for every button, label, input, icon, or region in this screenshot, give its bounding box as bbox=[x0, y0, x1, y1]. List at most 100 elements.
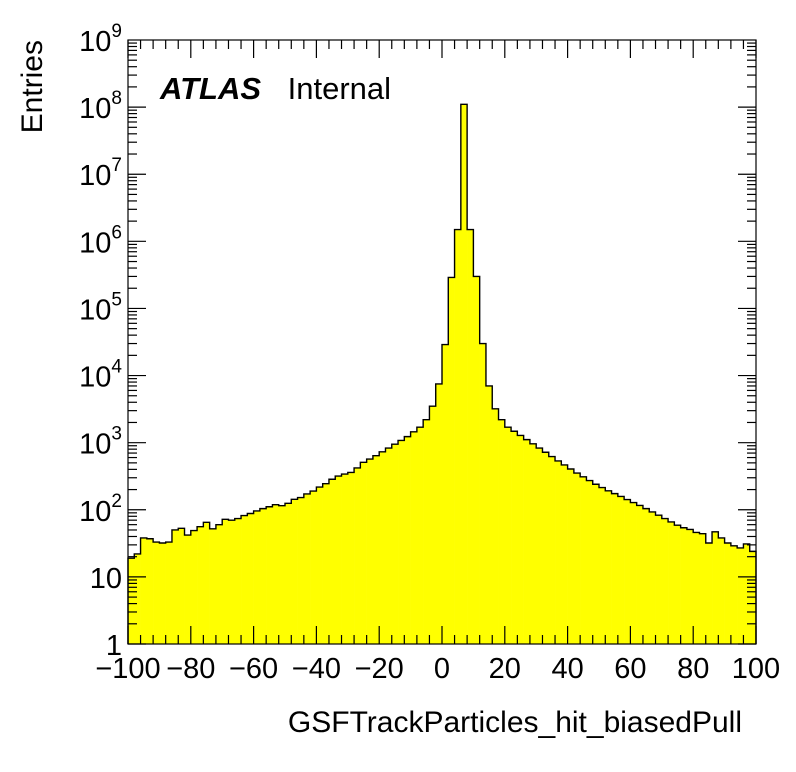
histogram-bin bbox=[536, 448, 543, 644]
histogram-bin bbox=[209, 528, 217, 644]
atlas-bold-text: ATLAS bbox=[159, 71, 261, 106]
y-tick-label: 105 bbox=[79, 289, 122, 326]
histogram-bin bbox=[655, 515, 663, 644]
histogram-bin bbox=[398, 440, 405, 644]
histogram-bin bbox=[448, 277, 455, 644]
x-tick-label: −20 bbox=[355, 653, 404, 685]
histogram-bin bbox=[580, 476, 587, 644]
histogram-bin bbox=[171, 529, 179, 644]
histogram-bin bbox=[592, 484, 600, 644]
y-tick-label: 107 bbox=[79, 155, 122, 192]
histogram-bin bbox=[266, 506, 273, 644]
histogram-bin bbox=[241, 515, 248, 644]
histogram-bin bbox=[442, 344, 449, 644]
histogram-bin bbox=[134, 553, 141, 644]
histogram-bin bbox=[429, 406, 437, 644]
histogram-bin bbox=[222, 519, 229, 644]
histogram-bin bbox=[636, 505, 644, 644]
histogram-bin bbox=[479, 343, 487, 644]
histogram-bin bbox=[385, 448, 393, 644]
histogram-bin bbox=[611, 493, 619, 644]
y-tick-label: 1 bbox=[106, 630, 122, 662]
histogram-bin bbox=[542, 452, 550, 644]
histogram-bin bbox=[529, 443, 537, 644]
histogram-bin bbox=[743, 543, 751, 644]
x-tick-label: 0 bbox=[434, 653, 450, 685]
histogram-bin bbox=[272, 504, 280, 644]
histogram-bin bbox=[285, 503, 292, 644]
histogram-outline bbox=[127, 103, 757, 644]
histogram-bin bbox=[253, 510, 261, 644]
x-tick-label: 20 bbox=[489, 653, 521, 685]
histogram-bin bbox=[617, 496, 625, 644]
atlas-internal-text: Internal bbox=[288, 71, 391, 106]
histogram-bin bbox=[511, 431, 518, 644]
y-tick-label: 109 bbox=[79, 21, 122, 58]
histogram-bin bbox=[504, 427, 512, 644]
tick-labels: −100 −80 −60 −40 −20 0 20 40 60 80 100 1 10 102 103 104… bbox=[79, 21, 780, 685]
y-tick-label: 10 bbox=[90, 563, 122, 595]
histogram-bin bbox=[693, 532, 700, 644]
y-axis-title: Entries bbox=[16, 40, 49, 133]
histogram-bin bbox=[184, 535, 192, 644]
histogram-bin bbox=[140, 537, 148, 644]
histogram-bin bbox=[686, 529, 694, 644]
histogram-bin bbox=[674, 525, 681, 644]
histogram-bin bbox=[178, 528, 185, 644]
histogram-bin bbox=[146, 538, 154, 644]
x-tick-label: 80 bbox=[677, 653, 709, 685]
histogram-bin bbox=[228, 520, 236, 644]
histogram-bin bbox=[630, 502, 637, 644]
histogram-bin bbox=[203, 522, 210, 644]
histogram-bin bbox=[372, 455, 380, 644]
histogram-bin bbox=[460, 104, 468, 644]
histogram-bin bbox=[335, 476, 342, 644]
histogram-bin bbox=[586, 480, 594, 644]
x-axis-title: GSFTrackParticles_hit_biasedPull bbox=[288, 706, 742, 739]
histogram-bin bbox=[467, 229, 474, 644]
histogram-bin bbox=[278, 505, 286, 644]
histogram-bin bbox=[354, 467, 361, 644]
histogram-bin bbox=[624, 499, 631, 644]
histogram-bin bbox=[366, 459, 374, 644]
histogram-bin bbox=[247, 513, 254, 644]
histogram-bin bbox=[259, 508, 267, 644]
histogram-bars bbox=[127, 103, 757, 644]
histogram-bin bbox=[724, 542, 732, 644]
y-tick-label: 108 bbox=[79, 88, 122, 125]
histogram-bin bbox=[661, 518, 669, 644]
x-tick-label: −80 bbox=[166, 653, 215, 685]
histogram-bin bbox=[215, 524, 223, 644]
atlas-label: ATLAS Internal bbox=[159, 71, 391, 106]
histogram-bin bbox=[555, 460, 562, 644]
histogram-bin bbox=[291, 499, 298, 644]
histogram-bin bbox=[517, 435, 524, 644]
histogram-bin bbox=[712, 531, 719, 644]
histogram-bin bbox=[404, 436, 411, 644]
histogram-bin bbox=[718, 537, 725, 644]
histogram-bin bbox=[567, 469, 575, 644]
histogram-bin bbox=[310, 491, 317, 644]
histogram-bin bbox=[680, 527, 688, 644]
histogram-bin bbox=[454, 229, 462, 644]
x-tick-label: 100 bbox=[732, 653, 780, 685]
histogram-bin bbox=[165, 542, 173, 644]
histogram-bin bbox=[737, 547, 744, 644]
histogram-bin bbox=[297, 497, 305, 644]
histogram-bin bbox=[128, 558, 135, 644]
histogram-bin bbox=[599, 487, 606, 644]
x-tick-label: 60 bbox=[614, 653, 646, 685]
histogram-bin bbox=[410, 431, 418, 644]
x-tick-label: 40 bbox=[551, 653, 583, 685]
y-tick-label: 103 bbox=[79, 424, 122, 461]
histogram-bin bbox=[498, 419, 506, 644]
histogram-bin bbox=[699, 533, 707, 644]
histogram-bin bbox=[391, 444, 399, 644]
histogram-bin bbox=[328, 479, 336, 644]
histogram-bin bbox=[730, 545, 738, 644]
histogram-bin bbox=[303, 493, 311, 644]
y-tick-label: 106 bbox=[79, 222, 122, 259]
y-tick-label: 102 bbox=[79, 491, 122, 528]
histogram-bin bbox=[492, 408, 499, 644]
x-tick-label: −100 bbox=[95, 653, 160, 685]
